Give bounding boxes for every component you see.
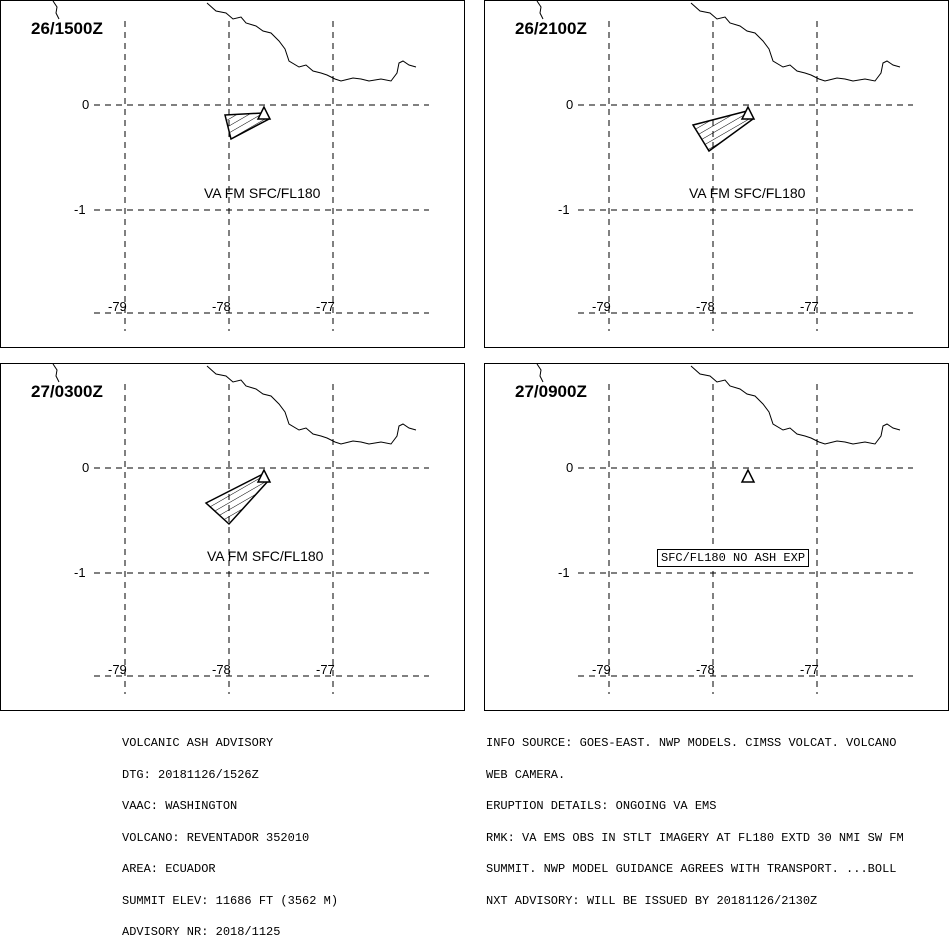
map-canvas (52, 364, 429, 694)
advisory-line: WEB CAMERA. (486, 767, 566, 782)
map-canvas (536, 1, 913, 331)
advisory-line: AREA: ECUADOR (122, 862, 216, 876)
no-ash-label: SFC/FL180 NO ASH EXP (657, 549, 810, 567)
coastline (206, 2, 417, 82)
small-coast-mark (536, 1, 544, 20)
advisory-line: VOLCANO: REVENTADOR 352010 (122, 830, 310, 845)
panel-time: 27/0900Z (515, 382, 587, 401)
lon-label-77: -77 (316, 299, 335, 314)
lat-label-minus1: -1 (74, 565, 86, 580)
forecast-panel-3: 27/0300Z VA FM SFC/FL180 0 -1 -79 -78 -7… (0, 363, 465, 711)
lon-label-79: -79 (108, 299, 127, 314)
advisory-line: VOLCANIC ASH ADVISORY (122, 736, 274, 750)
forecast-panel-2: 26/2100Z VA FM SFC/FL180 0 -1 -79 -78 -7… (484, 0, 949, 348)
advisory-details-block: INFO SOURCE: GOES-EAST. NWP MODELS. CIMS… (486, 717, 904, 917)
forecast-panel-4: 27/0900Z SFC/FL180 NO ASH EXP 0 -1 -79 -… (484, 363, 949, 711)
advisory-line: INFO SOURCE: GOES-EAST. NWP MODELS. CIMS… (486, 736, 897, 750)
advisory-line: SUMMIT ELEV: 11686 FT (3562 M) (122, 893, 339, 908)
map-canvas (536, 364, 913, 694)
coastline (690, 2, 901, 82)
advisory-line: NXT ADVISORY: WILL BE ISSUED BY 20181126… (486, 893, 818, 908)
volcano-triangle (256, 105, 272, 120)
lat-label-0: 0 (82, 97, 90, 112)
coastline (690, 365, 901, 445)
lon-label-79: -79 (592, 662, 611, 677)
lat-label-minus1: -1 (74, 202, 86, 217)
lon-label-77: -77 (800, 299, 819, 314)
ash-layer-label: VA FM SFC/FL180 (689, 185, 806, 201)
ash-layer-label: VA FM SFC/FL180 (204, 185, 321, 201)
lat-label-0: 0 (82, 460, 90, 475)
forecast-panel-1: 26/1500Z VA FM SFC/FL180 0 -1 -79 -78 -7… (0, 0, 465, 348)
advisory-line: DTG: 20181126/1526Z (122, 767, 259, 782)
small-coast-mark (52, 1, 60, 20)
panel-time: 27/0300Z (31, 382, 103, 401)
lon-label-79: -79 (592, 299, 611, 314)
lat-label-0: 0 (566, 460, 574, 475)
coastline (206, 365, 417, 445)
lon-label-77: -77 (800, 662, 819, 677)
advisory-line: ADVISORY NR: 2018/1125 (122, 925, 281, 939)
lat-label-minus1: -1 (558, 202, 570, 217)
panel-time: 26/2100Z (515, 19, 587, 38)
volcano-triangle (256, 468, 272, 483)
advisory-line: VAAC: WASHINGTON (122, 799, 238, 813)
ash-layer-label: VA FM SFC/FL180 (207, 548, 324, 564)
advisory-header-block: VOLCANIC ASH ADVISORY DTG: 20181126/1526… (122, 717, 338, 948)
volcano-triangle (740, 468, 756, 483)
lat-label-minus1: -1 (558, 565, 570, 580)
lon-label-78: -78 (696, 662, 715, 677)
panel-time: 26/1500Z (31, 19, 103, 38)
advisory-line: ERUPTION DETAILS: ONGOING VA EMS (486, 799, 717, 813)
advisory-line: RMK: VA EMS OBS IN STLT IMAGERY AT FL180… (486, 830, 904, 845)
lon-label-78: -78 (696, 299, 715, 314)
lon-label-77: -77 (316, 662, 335, 677)
map-canvas (52, 1, 429, 331)
small-coast-mark (536, 364, 544, 383)
small-coast-mark (52, 364, 60, 383)
volcano-triangle (740, 105, 756, 120)
lon-label-78: -78 (212, 299, 231, 314)
lon-label-79: -79 (108, 662, 127, 677)
advisory-line: SUMMIT. NWP MODEL GUIDANCE AGREES WITH T… (486, 862, 897, 876)
lat-label-0: 0 (566, 97, 574, 112)
lon-label-78: -78 (212, 662, 231, 677)
